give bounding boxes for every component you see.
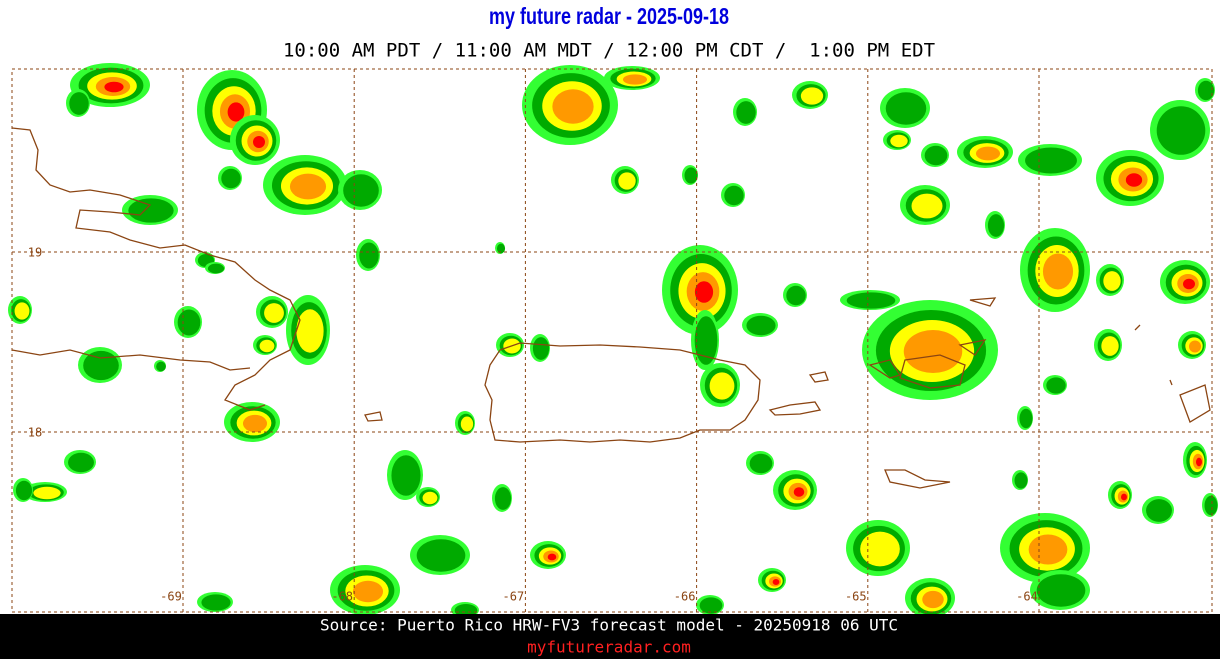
radar-echo	[987, 214, 1005, 237]
radar-echo	[201, 594, 231, 611]
radar-echo	[264, 303, 284, 323]
radar-echo	[622, 74, 648, 85]
radar-echo	[699, 597, 723, 614]
radar-echo	[552, 89, 594, 124]
footer-bar	[0, 614, 1220, 659]
radar-echoes	[8, 63, 1218, 618]
radar-echo	[547, 553, 557, 561]
radar-echo	[1183, 278, 1195, 290]
radar-echo	[352, 580, 384, 603]
radar-echo	[104, 81, 124, 93]
radar-echo	[924, 145, 948, 166]
latitude-label: 18	[28, 426, 42, 440]
longitude-label: -66	[674, 590, 696, 604]
radar-echo	[1121, 493, 1127, 501]
radar-echo	[14, 302, 30, 320]
radar-echo	[128, 198, 174, 223]
radar-echo	[68, 452, 94, 473]
source-text: Source: Puerto Rico HRW-FV3 forecast mod…	[320, 616, 898, 635]
radar-echo	[922, 590, 944, 609]
radar-echo	[416, 539, 466, 572]
graticule	[12, 69, 1212, 612]
radar-echo	[532, 337, 550, 360]
radar-echo	[296, 309, 324, 353]
radar-echo	[709, 372, 735, 400]
hispaniola-coast	[11, 127, 301, 411]
radar-echo	[1014, 472, 1028, 489]
radar-echo	[746, 315, 776, 336]
radar-echo	[359, 242, 379, 269]
radar-echo	[694, 281, 714, 303]
radar-echo	[1204, 495, 1218, 516]
longitude-label: -64	[1016, 590, 1038, 604]
radar-echo	[422, 491, 438, 505]
radar-echo	[1125, 173, 1143, 187]
radar-echo	[494, 487, 512, 510]
radar-echo	[1146, 499, 1172, 522]
map-background	[12, 69, 1212, 612]
radar-echo	[903, 330, 963, 373]
radar-echo	[33, 486, 61, 500]
longitude-label: -65	[845, 590, 867, 604]
radar-echo	[911, 193, 943, 219]
radar-echo	[800, 87, 824, 105]
radar-echo	[156, 361, 166, 372]
radar-echo	[1046, 377, 1066, 394]
radar-echo	[1036, 574, 1086, 607]
radar-echo	[793, 487, 805, 497]
radar-echo	[1103, 271, 1121, 291]
radar-echo	[1025, 147, 1077, 174]
radar-echo	[724, 185, 744, 206]
radar-echo	[890, 134, 908, 148]
radar-echo	[1101, 336, 1119, 356]
radar-echo	[227, 102, 245, 122]
radar-echo	[259, 339, 275, 353]
radar-echo	[69, 92, 89, 115]
island-coast	[364, 297, 1211, 489]
longitude-label: -69	[160, 590, 182, 604]
radar-echo	[749, 453, 773, 474]
radar-echo	[207, 263, 225, 274]
radar-echo	[618, 172, 636, 190]
radar-echo	[343, 174, 379, 207]
radar-echo	[684, 167, 698, 184]
longitude-label: -67	[503, 590, 525, 604]
radar-echo	[1019, 408, 1033, 429]
radar-echo	[860, 531, 900, 567]
radar-echo	[786, 285, 806, 306]
radar-echo	[289, 173, 327, 200]
radar-echo	[694, 316, 718, 365]
radar-echo	[83, 350, 119, 381]
radar-echo	[242, 414, 268, 433]
radar-echo	[736, 101, 756, 124]
puerto-rico-coast	[484, 342, 761, 443]
radar-echo	[253, 136, 265, 148]
radar-echo	[177, 309, 201, 336]
coastlines	[11, 127, 1211, 489]
subtitle: 10:00 AM PDT / 11:00 AM MDT / 12:00 PM C…	[283, 40, 935, 62]
radar-echo	[885, 92, 927, 125]
latitude-label: 19	[28, 246, 42, 260]
site-url[interactable]: myfutureradar.com	[527, 638, 691, 657]
radar-echo	[1156, 106, 1206, 155]
radar-echo	[221, 168, 241, 189]
radar-echo	[496, 243, 506, 254]
radar-echo	[975, 146, 1001, 161]
radar-echo	[1028, 534, 1068, 565]
map-frame	[11, 68, 1213, 613]
radar-echo	[1188, 340, 1202, 353]
radar-echo	[15, 480, 33, 501]
radar-echo	[846, 292, 896, 309]
radar-echo	[1042, 253, 1074, 290]
title: my future radar - 2025-09-18	[489, 3, 729, 29]
map: -69 -68 -67 -66 -65 -64 19 18	[8, 63, 1218, 618]
radar-echo	[772, 579, 780, 585]
radar-echo	[454, 604, 478, 617]
radar-echo	[391, 455, 421, 496]
radar-echo	[460, 416, 474, 432]
radar-echo	[1196, 457, 1202, 467]
radar-echo	[1197, 80, 1215, 101]
longitude-label: -68	[331, 590, 353, 604]
